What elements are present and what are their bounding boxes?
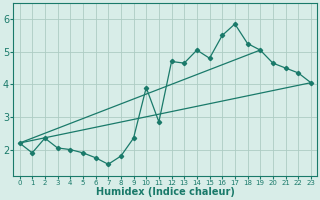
X-axis label: Humidex (Indice chaleur): Humidex (Indice chaleur)	[96, 187, 235, 197]
